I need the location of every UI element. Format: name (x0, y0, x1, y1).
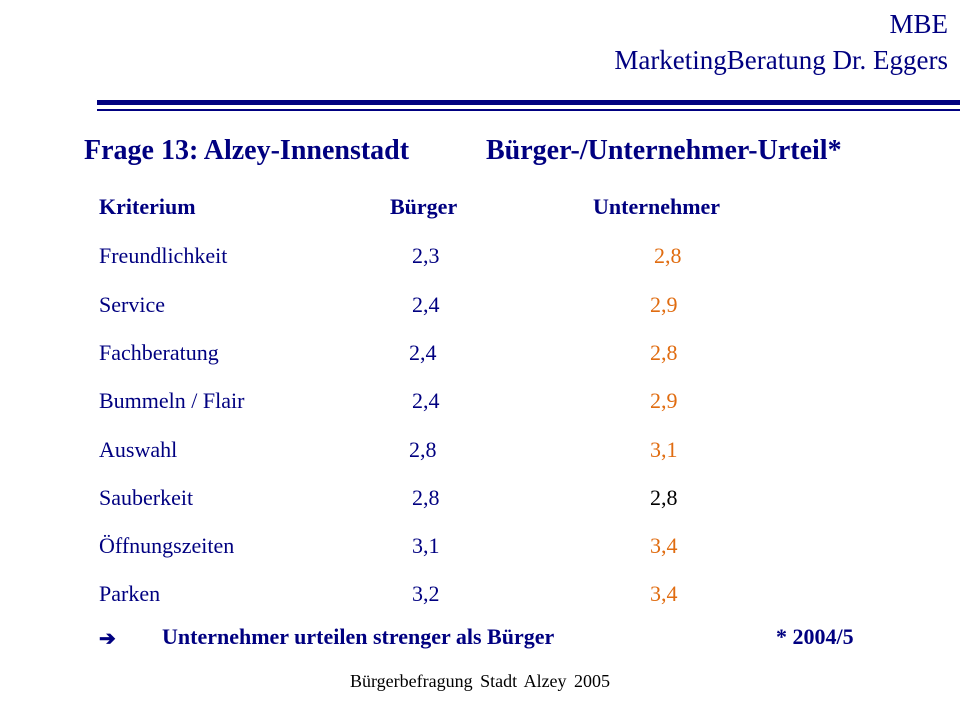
criterion-label: Auswahl (99, 437, 178, 462)
footnote: * 2004/5 (776, 624, 854, 649)
slide-title: Frage 13: Alzey-Innenstadt Bürger-/Unter… (84, 135, 842, 167)
citizen-score: 2,4 (412, 292, 440, 317)
column-header-entrepreneurs: Unternehmer (593, 194, 721, 219)
table-row: Parken 3,2 3,4 (0, 581, 960, 611)
citizen-score: 2,4 (412, 388, 440, 413)
column-header-citizens: Bürger (390, 194, 458, 219)
criterion-label: Service (99, 292, 165, 317)
citizen-score: 2,8 (412, 485, 440, 510)
citizen-score: 3,1 (412, 533, 440, 558)
entrepreneur-score: 3,4 (650, 581, 678, 606)
table-row: Öffnungszeiten 3,1 3,4 (0, 533, 960, 563)
slide-title-main: Frage 13: Alzey-Innenstadt (84, 135, 410, 166)
entrepreneur-score: 2,9 (650, 292, 678, 317)
header-divider-thin (97, 109, 960, 111)
header-divider-thick (97, 100, 960, 105)
citizen-score: 2,4 (409, 340, 437, 365)
entrepreneur-score: 2,9 (650, 388, 678, 413)
table-row: Sauberkeit 2,8 2,8 (0, 485, 960, 515)
table-row: Bummeln / Flair 2,4 2,9 (0, 388, 960, 418)
conclusion-text: Unternehmer urteilen strenger als Bürger (162, 624, 555, 649)
criterion-label: Freundlichkeit (99, 243, 228, 268)
citizen-score: 2,8 (409, 437, 437, 462)
table-row: Fachberatung 2,4 2,8 (0, 340, 960, 370)
criterion-label: Sauberkeit (99, 485, 194, 510)
entrepreneur-score: 3,1 (650, 437, 678, 462)
entrepreneur-score: 2,8 (654, 243, 682, 268)
table-row: Freundlichkeit 2,3 2,8 (0, 243, 960, 273)
citizen-score: 2,3 (412, 243, 440, 268)
column-header-criterion: Kriterium (99, 194, 196, 219)
entrepreneur-score: 3,4 (650, 533, 678, 558)
company-abbreviation: MBE (889, 9, 948, 39)
table-row: Auswahl 2,8 3,1 (0, 437, 960, 467)
entrepreneur-score: 2,8 (650, 340, 678, 365)
criterion-label: Bummeln / Flair (99, 388, 245, 413)
criterion-label: Fachberatung (99, 340, 219, 365)
table-row: Service 2,4 2,9 (0, 292, 960, 322)
entrepreneur-score: 2,8 (650, 485, 678, 510)
slide-footer: Bürgerbefragung Stadt Alzey 2005 (349, 671, 611, 691)
citizen-score: 3,2 (412, 581, 440, 606)
slide-title-sub: Bürger-/Unternehmer-Urteil* (486, 135, 842, 166)
criterion-label: Öffnungszeiten (99, 533, 235, 558)
criterion-label: Parken (99, 581, 161, 606)
right-arrow-icon: ➔ (99, 628, 116, 650)
company-header: MBE MarketingBeratung Dr. Eggers (614, 6, 948, 78)
company-name: MarketingBeratung Dr. Eggers (614, 45, 948, 75)
